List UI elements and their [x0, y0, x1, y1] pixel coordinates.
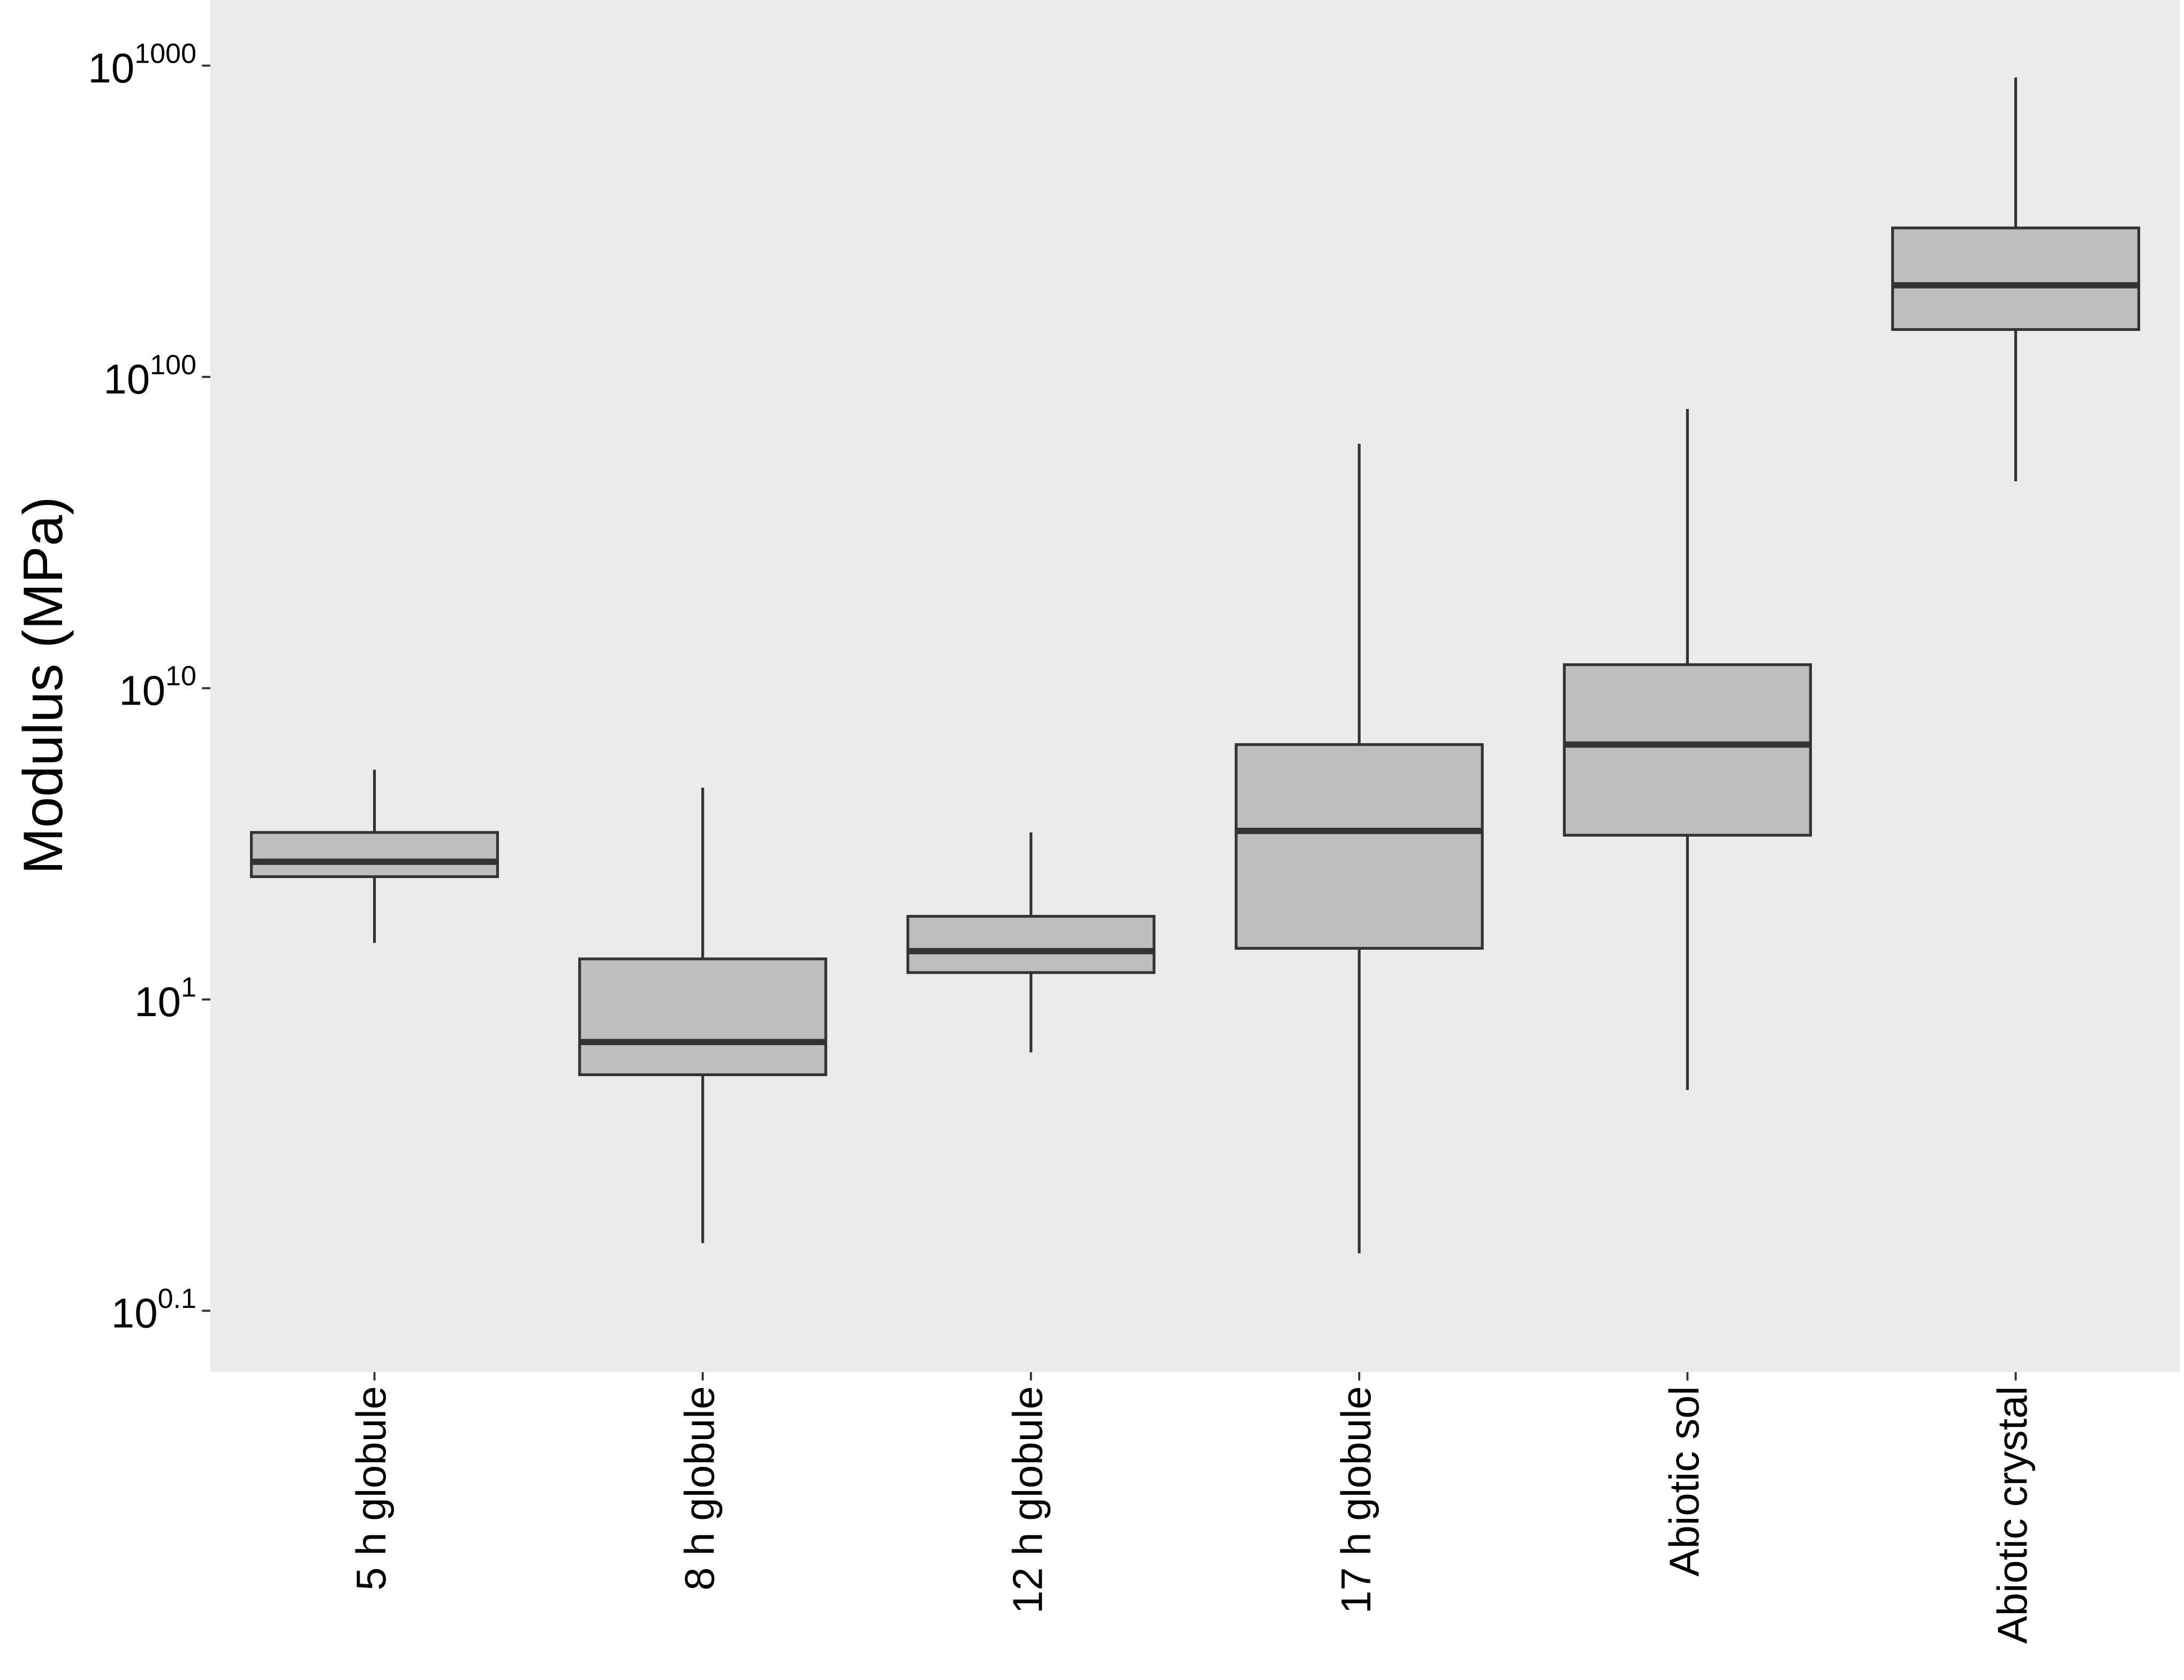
x-tick-label: Abiotic sol	[1660, 1386, 1708, 1577]
box	[578, 957, 828, 1077]
y-tick-base: 10	[119, 667, 165, 714]
box	[1891, 226, 2141, 331]
x-tick-label: 8 h globule	[676, 1386, 723, 1591]
y-tick-label: 101	[134, 972, 196, 1025]
y-tick-exponent: 1000	[134, 38, 196, 69]
x-tick-label: Abiotic crystal	[1989, 1386, 2036, 1644]
y-tick-exponent: 10	[165, 661, 196, 692]
box	[1563, 663, 1812, 837]
x-tick-label: 17 h globule	[1332, 1386, 1379, 1614]
y-tick-base: 10	[103, 355, 150, 403]
x-tick-label: 12 h globule	[1004, 1386, 1051, 1614]
box	[249, 831, 499, 879]
y-tick-label: 100.1	[111, 1283, 196, 1336]
y-axis-label: Modulus (MPa)	[12, 496, 74, 874]
y-tick-base: 10	[88, 44, 134, 92]
x-tick-label: 5 h globule	[347, 1386, 395, 1591]
y-tick-exponent: 1	[181, 972, 196, 1003]
y-tick-base: 10	[111, 1290, 158, 1337]
y-tick-label: 101000	[88, 38, 196, 91]
y-tick-label: 10100	[103, 350, 196, 403]
box	[906, 914, 1156, 974]
y-tick-exponent: 100	[150, 350, 196, 381]
y-tick-base: 10	[134, 978, 181, 1025]
plot-background	[210, 0, 2180, 1372]
box	[1234, 743, 1484, 950]
y-tick-label: 1010	[119, 661, 196, 714]
y-tick-exponent: 0.1	[158, 1283, 196, 1314]
